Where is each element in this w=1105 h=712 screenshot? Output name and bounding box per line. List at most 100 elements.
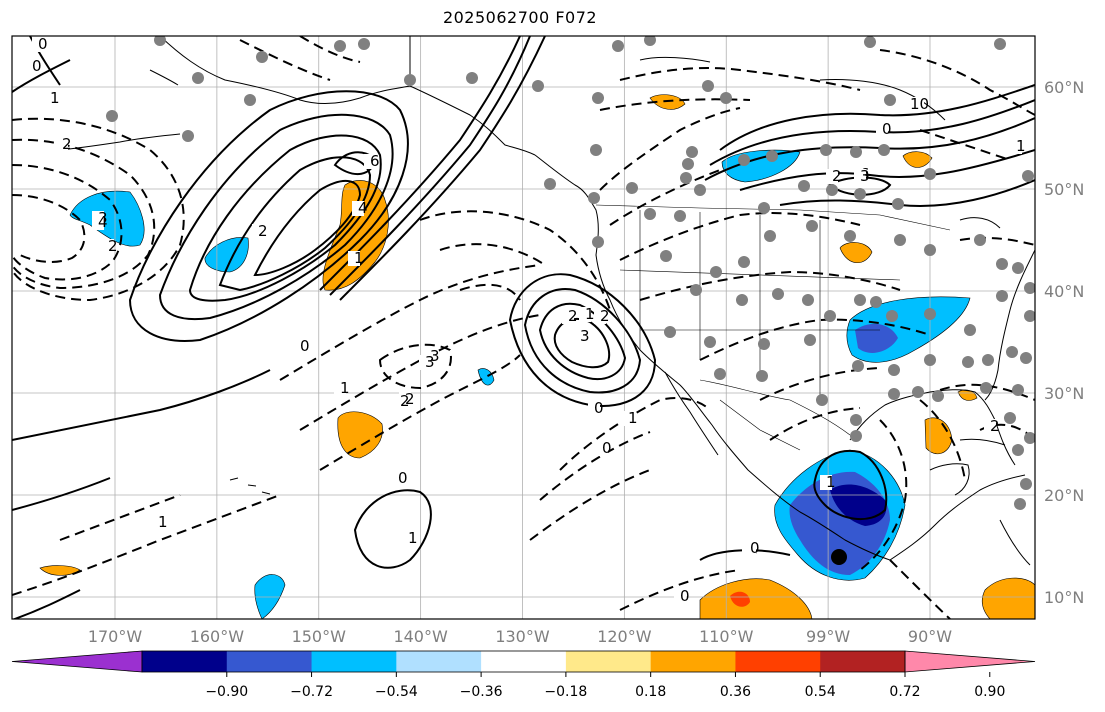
station-marker (912, 386, 924, 398)
colorbar-max-extension (904, 650, 1036, 673)
contour-label-bg (744, 541, 756, 556)
colorbar-segment (565, 651, 652, 672)
contour-label: 1 (354, 249, 364, 267)
contour-label: 3 (860, 167, 870, 185)
station-marker (852, 360, 864, 372)
shade-blue-3 (477, 368, 495, 386)
station-marker (854, 188, 866, 200)
station-marker (864, 36, 876, 48)
contour-label: 2 (108, 237, 118, 255)
station-marker (612, 40, 624, 52)
lon-tick-label: 120°W (597, 627, 652, 646)
lat-tick-label: 30°N (1044, 384, 1084, 403)
contour-label: 4 (358, 199, 368, 217)
shade-orange-1 (322, 180, 389, 291)
colorbar-tick-label: 0.54 (805, 684, 836, 700)
contour-label: 1 (408, 529, 418, 547)
station-marker (764, 230, 776, 242)
contour-label-bg (820, 475, 832, 490)
station-marker (798, 180, 810, 192)
station-marker (1022, 170, 1034, 182)
highlight-station-marker (831, 549, 847, 565)
contour-label-bg (392, 471, 404, 486)
station-marker (192, 72, 204, 84)
station-marker (996, 290, 1008, 302)
station-marker (1024, 282, 1035, 294)
lon-tick-label: 140°W (393, 627, 448, 646)
station-marker (154, 36, 166, 46)
station-marker (924, 308, 936, 320)
colorbar-tick-label: −0.90 (205, 684, 248, 700)
station-marker (854, 294, 866, 306)
station-marker (894, 234, 906, 246)
contour-label-bg (854, 169, 866, 184)
contour-label-bg (588, 401, 600, 416)
station-marker (588, 192, 600, 204)
contour-label: 1 (826, 473, 836, 491)
station-marker (806, 220, 818, 232)
lon-tick-label: 99°W (806, 627, 850, 646)
lon-tick-label: 170°W (88, 627, 143, 646)
contour-label-bg (26, 59, 38, 74)
contour-label: 0 (602, 439, 612, 457)
station-marker (878, 144, 890, 156)
contour-label: 2 (62, 135, 72, 153)
contour-label-bg (622, 411, 634, 426)
contour-label-bg (294, 339, 306, 354)
contour-label: 0 (38, 35, 48, 53)
contour-label: 2 (832, 167, 842, 185)
contour-label-bg (92, 215, 104, 230)
contour-label-bg (876, 122, 888, 137)
contour-label-bg (674, 589, 686, 604)
contour-label-bg (364, 154, 376, 169)
station-marker (816, 394, 828, 406)
station-marker (592, 92, 604, 104)
colorbar-tick-label: −0.72 (290, 684, 333, 700)
contour-label: 1 (628, 409, 638, 427)
station-marker (758, 202, 770, 214)
contour-label-bg (348, 251, 360, 266)
colorbar-segment (481, 651, 567, 672)
lat-tick-label: 50°N (1044, 180, 1084, 199)
contour-label: 0 (750, 539, 760, 557)
contour-label-bg (596, 441, 608, 456)
station-marker (702, 80, 714, 92)
station-marker (644, 208, 656, 220)
station-marker (674, 210, 686, 222)
station-marker (870, 296, 882, 308)
station-marker (802, 294, 814, 306)
station-marker (884, 94, 896, 106)
colorbar-segment (311, 651, 397, 672)
contour-label: 3 (430, 347, 440, 365)
contour-label-bg (579, 307, 591, 322)
station-marker (994, 38, 1006, 50)
shade-orange-5 (839, 242, 873, 264)
station-marker (924, 168, 936, 180)
station-marker (644, 36, 656, 46)
station-marker (736, 294, 748, 306)
lat-tick-label: 10°N (1044, 588, 1084, 607)
station-marker (850, 146, 862, 158)
map-frame (11, 35, 1036, 620)
contour-label-bg (32, 37, 44, 52)
station-marker (182, 130, 194, 142)
shade-orange-4 (902, 151, 933, 168)
station-marker (590, 144, 602, 156)
contour-label: 1 (158, 513, 168, 531)
station-marker (844, 230, 856, 242)
station-marker (244, 94, 256, 106)
lon-tick-label: 130°W (495, 627, 550, 646)
station-marker (664, 326, 676, 338)
station-marker (466, 72, 478, 84)
station-marker (404, 74, 416, 86)
contour-label-bg (152, 515, 164, 530)
contour-label-bg (419, 355, 431, 370)
station-marker (924, 354, 936, 366)
station-marker (820, 144, 832, 156)
contour-label-bg (594, 309, 606, 324)
colorbar-segment (142, 651, 228, 672)
contour-label: 1 (1016, 137, 1026, 155)
station-marker (996, 258, 1008, 270)
station-marker (758, 338, 770, 350)
